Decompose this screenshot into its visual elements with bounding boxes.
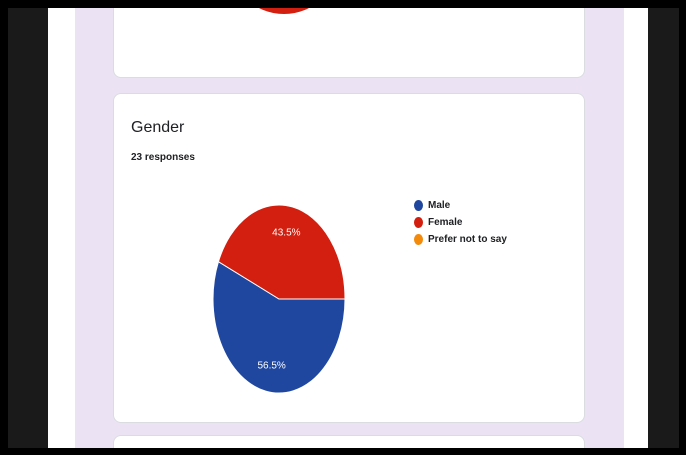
pie-label-female: 43.5% (272, 228, 300, 239)
pie-slice-male[interactable] (212, 260, 346, 394)
gender-question-card: Gender 23 responses 56.5% 43.5% Male Fema… (113, 93, 585, 423)
pie-label-male: 56.5% (257, 360, 285, 371)
form-summary-canvas[interactable]: Gender 23 responses 56.5% 43.5% Male Fema… (75, 8, 624, 448)
next-question-card (113, 435, 585, 448)
legend-swatch-prefer-not-to-say (414, 234, 423, 245)
legend-item-prefer-not-to-say[interactable]: Prefer not to say (414, 231, 507, 248)
previous-pie-slice (259, 8, 309, 14)
pie-slice-female[interactable] (217, 204, 346, 300)
browser-viewport: Gender 23 responses 56.5% 43.5% Male Fema… (8, 8, 679, 448)
previous-question-pie (259, 8, 309, 14)
previous-question-card (113, 8, 585, 78)
legend-label-male: Male (428, 200, 451, 211)
legend-label-female: Female (428, 217, 463, 228)
chart-legend: Male Female Prefer not to say (414, 197, 507, 248)
legend-item-female[interactable]: Female (414, 214, 507, 231)
response-count: 23 responses (131, 152, 195, 163)
gender-pie-chart[interactable]: 56.5% 43.5% (204, 194, 364, 404)
legend-label-prefer-not-to-say: Prefer not to say (428, 234, 507, 245)
question-title: Gender (131, 119, 185, 136)
legend-item-male[interactable]: Male (414, 197, 507, 214)
left-bezel (8, 8, 48, 448)
legend-swatch-male (414, 200, 423, 211)
legend-swatch-female (414, 217, 423, 228)
right-bezel (648, 8, 679, 448)
